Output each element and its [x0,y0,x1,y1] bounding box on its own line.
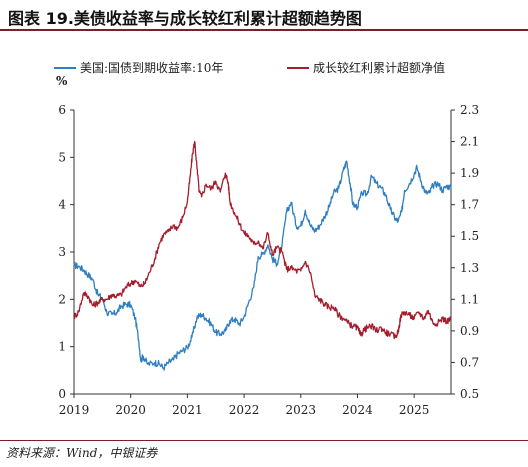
left-tick-label: 2 [58,292,66,306]
right-tick-label: 1.7 [460,198,479,212]
chart-title: 图表 19.美债收益率与成长较红利累计超额趋势图 [8,9,362,28]
left-tick-label: 6 [58,103,66,117]
right-tick-label: 2.3 [460,103,479,117]
right-tick-label: 1.3 [460,261,479,275]
x-tick-label: 2023 [285,403,316,417]
title-bar: 图表 19.美债收益率与成长较红利累计超额趋势图 [0,0,528,31]
x-tick-label: 2022 [229,403,260,417]
right-tick-label: 0.5 [460,387,479,401]
axes-group: 0 1 2 3 4 5 6 0.5 0.7 0.9 1.1 1.3 1.5 1.7 1.9 2.1 2.3 201… [58,103,479,417]
series-line-growth-excess [73,140,452,340]
x-tick-label: 2020 [115,403,146,417]
series-group [73,140,452,371]
right-tick-label: 0.9 [460,324,479,338]
x-tick-label: 2024 [342,403,373,417]
right-tick-label: 1.1 [460,292,479,306]
left-tick-label: 0 [58,387,66,401]
source-note: 资料来源：Wind，中银证券 [6,446,158,460]
x-tick-label: 2021 [172,403,203,417]
x-tick-label: 2025 [399,403,430,417]
left-tick-label: 3 [58,245,66,259]
source-bar [0,440,528,467]
series-line-treasury-yield [73,160,452,371]
left-tick-label: 5 [58,150,66,164]
right-tick-label: 1.5 [460,229,479,243]
left-axis-unit: % [56,74,68,88]
right-tick-label: 2.1 [460,135,479,149]
x-tick-label: 2019 [59,403,90,417]
legend-swatch-growth-excess [287,67,309,69]
legend-label-treasury-yield: 美国:国债到期收益率:10年 [80,61,224,75]
left-tick-label: 4 [58,198,66,212]
legend-label-growth-excess: 成长较红利累计超额净值 [313,61,446,75]
legend-swatch-treasury-yield [54,67,76,69]
right-tick-label: 0.7 [460,355,479,369]
right-tick-label: 1.9 [460,166,479,180]
left-tick-label: 1 [58,340,66,354]
